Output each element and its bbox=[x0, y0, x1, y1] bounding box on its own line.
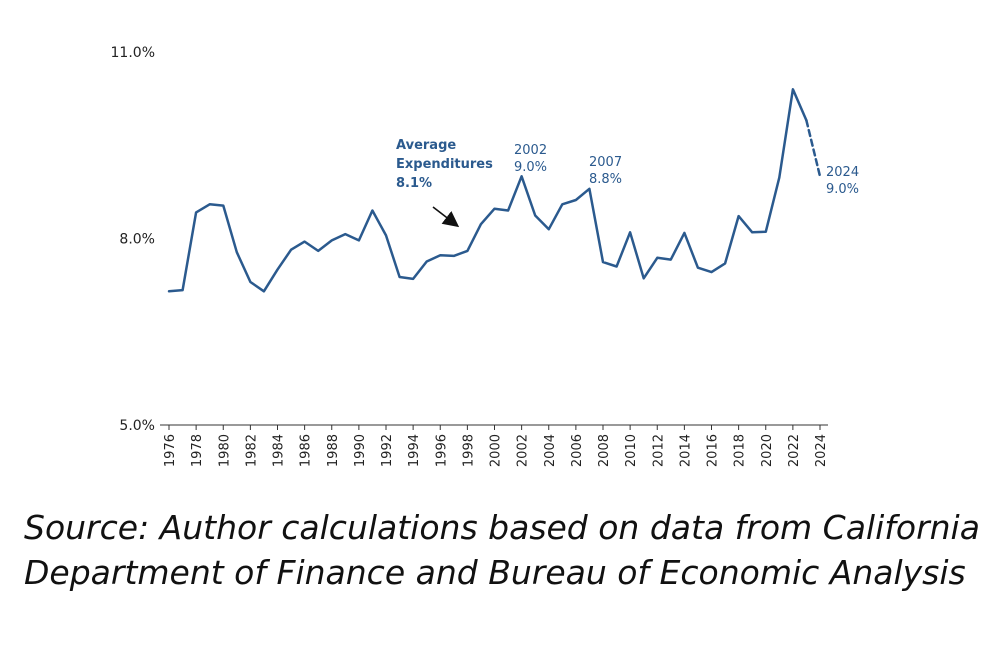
x-axis: 1976 1978 1980 1982 1984 1986 1988 1990 1992 1994… bbox=[160, 424, 829, 467]
annotation-group: Average Expenditures 8.1% 2002 9.0% 2007 8.8% 2… bbox=[396, 138, 859, 228]
y-tick-label: 8.0% bbox=[119, 232, 155, 248]
x-tick-label: 2022 bbox=[787, 434, 802, 467]
x-tick-label: 1980 bbox=[217, 434, 232, 467]
x-tick-label: 1978 bbox=[190, 434, 205, 467]
y-tick-label: 5.0% bbox=[119, 418, 155, 434]
x-tick-label: 1988 bbox=[326, 434, 341, 467]
series-group bbox=[167, 88, 822, 293]
x-tick-label: 2008 bbox=[597, 434, 612, 467]
annotation-2024-text: 9.0% bbox=[826, 182, 859, 197]
x-tick-label: 1976 bbox=[163, 434, 178, 467]
x-tick-label: 2000 bbox=[489, 434, 504, 467]
annotation-average-text: Average bbox=[396, 138, 456, 153]
series-line-projection bbox=[805, 119, 822, 178]
series-line bbox=[167, 88, 808, 293]
x-tick-label: 1982 bbox=[244, 434, 259, 467]
annotation-average-text: Expenditures bbox=[396, 157, 493, 172]
x-tick-label: 2020 bbox=[760, 434, 775, 467]
x-tick-label: 2014 bbox=[678, 434, 693, 467]
y-tick-label: 11.0% bbox=[111, 45, 155, 61]
source-caption: Source: Author calculations based on dat… bbox=[24, 508, 980, 592]
x-tick-label: 1990 bbox=[353, 434, 368, 467]
x-tick-label: 1984 bbox=[272, 434, 287, 467]
x-tick-label: 1994 bbox=[407, 434, 422, 467]
y-axis: 5.0% 8.0% 11.0% bbox=[111, 45, 155, 434]
annotation-2007-text: 2007 bbox=[589, 155, 622, 170]
x-tick-label: 1998 bbox=[461, 434, 476, 467]
line-chart: 5.0%8.0%11.0% 1976 1978 1980 1982 1984 1986 19… bbox=[111, 45, 860, 467]
annotation-2024-text: 2024 bbox=[826, 165, 859, 180]
x-tick-label: 2024 bbox=[814, 434, 829, 467]
x-tick-label: 2004 bbox=[543, 434, 558, 467]
x-tick-label: 1996 bbox=[434, 434, 449, 467]
x-tick-label: 1992 bbox=[380, 434, 395, 467]
x-tick-label: 1986 bbox=[299, 434, 314, 467]
x-tick-label: 2016 bbox=[706, 434, 721, 467]
annotation-average-text: 8.1% bbox=[396, 176, 432, 191]
annotation-2007-text: 8.8% bbox=[589, 172, 622, 187]
x-tick-label: 2010 bbox=[624, 434, 639, 467]
annotation-2002-text: 2002 bbox=[514, 143, 547, 158]
annotation-2002-text: 9.0% bbox=[514, 160, 547, 175]
x-tick-label: 2002 bbox=[516, 434, 531, 467]
x-tick-label: 2012 bbox=[651, 434, 666, 467]
x-tick-label: 2006 bbox=[570, 434, 585, 467]
annotation-arrow bbox=[432, 206, 460, 228]
x-tick-label: 2018 bbox=[733, 434, 748, 467]
